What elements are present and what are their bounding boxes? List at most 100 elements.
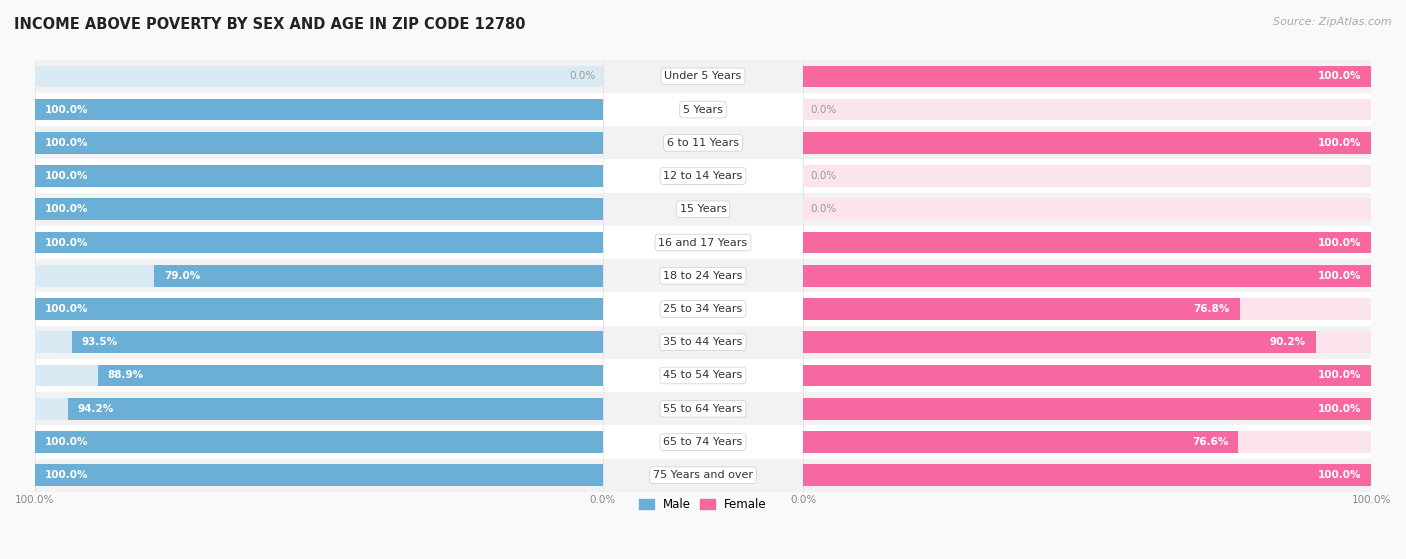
Bar — [35, 465, 603, 486]
Text: 100.0%: 100.0% — [1317, 271, 1361, 281]
Bar — [35, 226, 1371, 259]
Bar — [35, 60, 1371, 93]
Bar — [803, 298, 1240, 320]
Text: 88.9%: 88.9% — [108, 371, 143, 381]
Bar — [803, 465, 1371, 486]
Bar — [803, 364, 1371, 386]
Bar — [803, 331, 1316, 353]
Bar — [803, 232, 1371, 253]
Bar — [35, 458, 1371, 492]
Bar — [35, 165, 603, 187]
Bar — [35, 398, 603, 419]
Bar — [35, 359, 1371, 392]
Text: 0.0%: 0.0% — [569, 72, 596, 82]
Text: 100.0%: 100.0% — [1317, 72, 1361, 82]
Bar — [35, 132, 603, 154]
Bar — [35, 126, 1371, 159]
Text: 75 Years and over: 75 Years and over — [652, 470, 754, 480]
Text: 35 to 44 Years: 35 to 44 Years — [664, 337, 742, 347]
Bar — [803, 265, 1371, 287]
Bar — [803, 431, 1371, 453]
Bar — [35, 99, 603, 120]
Bar — [155, 265, 603, 287]
Text: 90.2%: 90.2% — [1270, 337, 1306, 347]
Bar — [803, 331, 1371, 353]
Bar — [803, 65, 1371, 87]
Text: 93.5%: 93.5% — [82, 337, 118, 347]
Text: 100.0%: 100.0% — [1317, 238, 1361, 248]
Text: 100.0%: 100.0% — [45, 204, 89, 214]
Bar — [803, 465, 1371, 486]
Bar — [72, 331, 603, 353]
Bar — [35, 232, 603, 253]
Bar — [803, 232, 1371, 253]
Text: 76.8%: 76.8% — [1194, 304, 1229, 314]
Bar — [35, 165, 603, 187]
Bar — [35, 99, 603, 120]
Text: 18 to 24 Years: 18 to 24 Years — [664, 271, 742, 281]
Bar — [803, 364, 1371, 386]
Bar — [803, 165, 1371, 187]
Bar — [35, 265, 603, 287]
Bar — [803, 398, 1371, 419]
Bar — [803, 431, 1239, 453]
Bar — [803, 132, 1371, 154]
Text: 25 to 34 Years: 25 to 34 Years — [664, 304, 742, 314]
Bar — [35, 364, 603, 386]
Bar — [803, 132, 1371, 154]
Bar — [35, 193, 1371, 226]
Text: 100.0%: 100.0% — [1317, 138, 1361, 148]
Text: 0.0%: 0.0% — [810, 105, 837, 115]
Bar — [803, 99, 1371, 120]
Text: INCOME ABOVE POVERTY BY SEX AND AGE IN ZIP CODE 12780: INCOME ABOVE POVERTY BY SEX AND AGE IN Z… — [14, 17, 526, 32]
Text: 5 Years: 5 Years — [683, 105, 723, 115]
Bar — [35, 132, 603, 154]
Bar — [35, 65, 603, 87]
Text: 94.2%: 94.2% — [77, 404, 114, 414]
Bar — [35, 198, 603, 220]
Text: 76.6%: 76.6% — [1192, 437, 1229, 447]
Bar — [35, 232, 603, 253]
Text: 100.0%: 100.0% — [1317, 470, 1361, 480]
Text: 15 Years: 15 Years — [679, 204, 727, 214]
Bar — [35, 198, 603, 220]
Text: 100.0%: 100.0% — [1317, 404, 1361, 414]
Bar — [35, 93, 1371, 126]
Bar — [35, 431, 603, 453]
Bar — [35, 425, 1371, 458]
Bar — [35, 159, 1371, 193]
Text: 100.0%: 100.0% — [45, 171, 89, 181]
Bar — [35, 331, 603, 353]
Bar — [35, 298, 603, 320]
Bar — [35, 326, 1371, 359]
Text: 65 to 74 Years: 65 to 74 Years — [664, 437, 742, 447]
Text: 16 and 17 Years: 16 and 17 Years — [658, 238, 748, 248]
Text: 79.0%: 79.0% — [165, 271, 200, 281]
Text: 45 to 54 Years: 45 to 54 Years — [664, 371, 742, 381]
Text: 100.0%: 100.0% — [45, 138, 89, 148]
Bar — [35, 465, 603, 486]
Bar — [67, 398, 603, 419]
Text: 100.0%: 100.0% — [45, 304, 89, 314]
Bar — [803, 298, 1371, 320]
Bar — [803, 198, 1371, 220]
Text: 6 to 11 Years: 6 to 11 Years — [666, 138, 740, 148]
Bar — [35, 431, 603, 453]
Bar — [98, 364, 603, 386]
Text: 12 to 14 Years: 12 to 14 Years — [664, 171, 742, 181]
Legend: Male, Female: Male, Female — [634, 494, 772, 516]
Text: 0.0%: 0.0% — [810, 204, 837, 214]
Text: Source: ZipAtlas.com: Source: ZipAtlas.com — [1274, 17, 1392, 27]
Bar — [35, 292, 1371, 326]
Bar — [35, 392, 1371, 425]
Text: 100.0%: 100.0% — [45, 470, 89, 480]
Bar — [803, 265, 1371, 287]
Bar — [35, 298, 603, 320]
Text: 0.0%: 0.0% — [810, 171, 837, 181]
Bar — [803, 65, 1371, 87]
Text: 100.0%: 100.0% — [45, 238, 89, 248]
Text: Under 5 Years: Under 5 Years — [665, 72, 741, 82]
Text: 100.0%: 100.0% — [1317, 371, 1361, 381]
Text: 100.0%: 100.0% — [45, 105, 89, 115]
Text: 100.0%: 100.0% — [45, 437, 89, 447]
